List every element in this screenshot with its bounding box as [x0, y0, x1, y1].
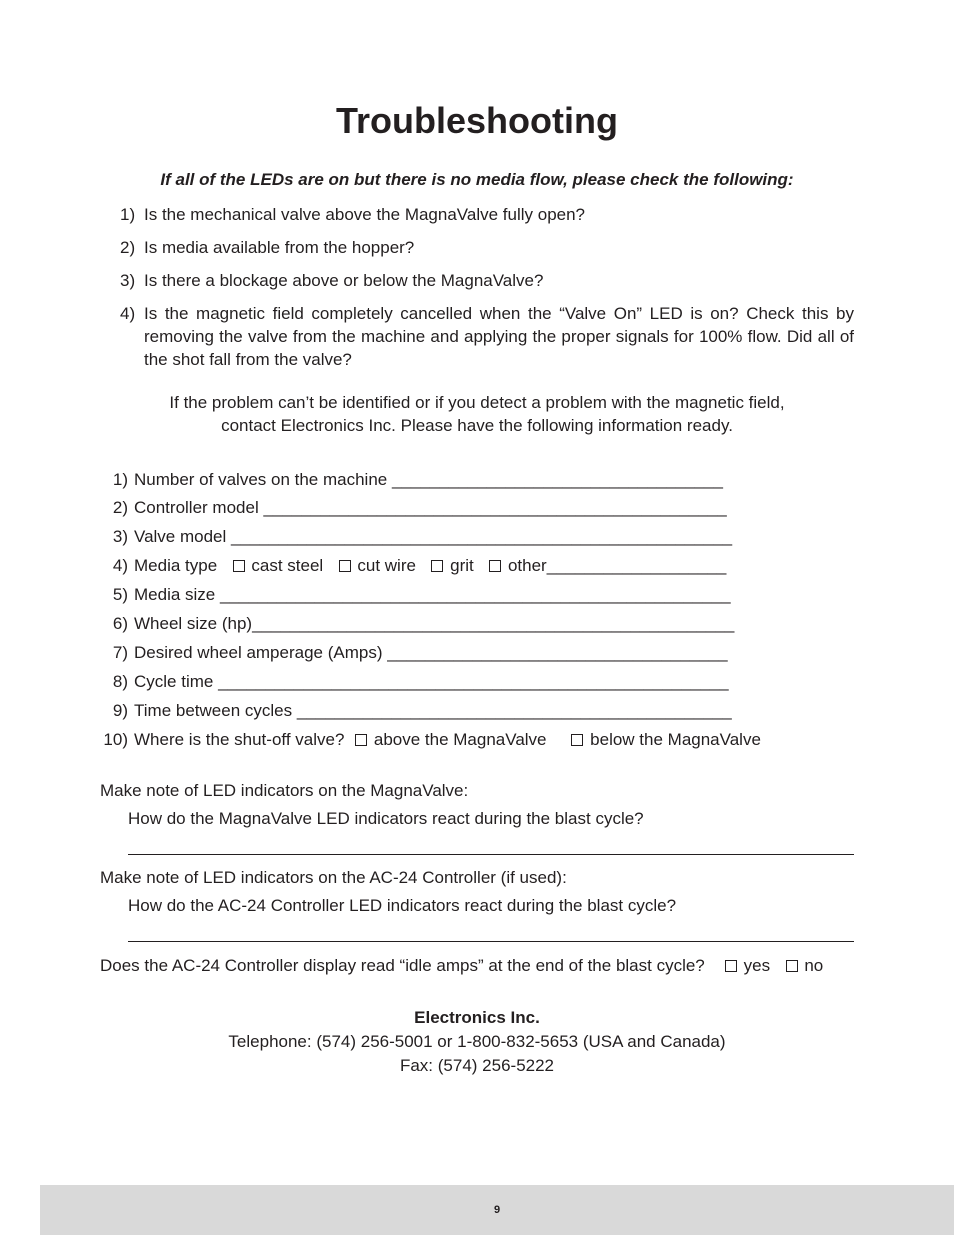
ac-note-title: Make note of LED indicators on the AC-24…: [100, 865, 854, 891]
info-item: 8) Cycle time __________________________…: [100, 668, 854, 697]
info-label: Valve model: [134, 527, 226, 546]
info-text: Where is the shut-off valve? above the M…: [134, 726, 854, 755]
blank-line[interactable]: ____________________________________: [387, 643, 727, 662]
info-num: 1): [100, 466, 134, 495]
no-label: no: [804, 956, 823, 975]
check-text: Is there a blockage above or below the M…: [144, 270, 854, 293]
intro-text: If all of the LEDs are on but there is n…: [100, 170, 854, 190]
check-item: 3) Is there a blockage above or below th…: [120, 270, 854, 293]
opt-label: above the MagnaValve: [374, 730, 547, 749]
checkbox-other[interactable]: [489, 560, 501, 572]
info-label: Cycle time: [134, 672, 213, 691]
info-text: Time between cycles ____________________…: [134, 697, 854, 726]
check-text: Is the magnetic field completely cancell…: [144, 303, 854, 372]
info-label: Number of valves on the machine: [134, 470, 387, 489]
check-list: 1) Is the mechanical valve above the Mag…: [100, 204, 854, 372]
blank-line[interactable]: ________________________________________…: [263, 498, 726, 517]
check-text: Is the mechanical valve above the MagnaV…: [144, 204, 854, 227]
opt-label: other: [508, 556, 547, 575]
idle-amps-text: Does the AC-24 Controller display read “…: [100, 956, 705, 975]
info-num: 6): [100, 610, 134, 639]
info-num: 5): [100, 581, 134, 610]
blank-line[interactable]: ________________________________________…: [252, 614, 734, 633]
info-label: Where is the shut-off valve?: [134, 730, 344, 749]
check-num: 1): [120, 204, 144, 227]
info-text: Number of valves on the machine ________…: [134, 466, 854, 495]
checkbox-cut-wire[interactable]: [339, 560, 351, 572]
info-label: Controller model: [134, 498, 259, 517]
info-label: Wheel size (hp): [134, 614, 252, 633]
opt-label: grit: [450, 556, 474, 575]
page-number: 9: [494, 1204, 500, 1216]
info-num: 3): [100, 523, 134, 552]
info-item: 7) Desired wheel amperage (Amps) _______…: [100, 639, 854, 668]
info-label: Media size: [134, 585, 215, 604]
info-item: 4) Media type cast steel cut wire grit o…: [100, 552, 854, 581]
info-item: 2) Controller model ____________________…: [100, 494, 854, 523]
page-footer: 9: [40, 1185, 954, 1235]
info-text: Controller model _______________________…: [134, 494, 854, 523]
info-num: 4): [100, 552, 134, 581]
check-num: 4): [120, 303, 144, 372]
opt-label: cut wire: [357, 556, 416, 575]
info-item: 10) Where is the shut-off valve? above t…: [100, 726, 854, 755]
check-num: 2): [120, 237, 144, 260]
company-phone: Telephone: (574) 256-5001 or 1-800-832-5…: [100, 1030, 854, 1054]
blank-line[interactable]: ___________________: [547, 556, 727, 575]
checkbox-grit[interactable]: [431, 560, 443, 572]
check-num: 3): [120, 270, 144, 293]
info-num: 8): [100, 668, 134, 697]
info-item: 1) Number of valves on the machine _____…: [100, 466, 854, 495]
check-item: 2) Is media available from the hopper?: [120, 237, 854, 260]
ac-note-question: How do the AC-24 Controller LED indicato…: [100, 893, 854, 919]
checkbox-below[interactable]: [571, 734, 583, 746]
info-item: 5) Media size __________________________…: [100, 581, 854, 610]
checkbox-yes[interactable]: [725, 960, 737, 972]
blank-line[interactable]: ________________________________________…: [231, 527, 732, 546]
info-item: 9) Time between cycles _________________…: [100, 697, 854, 726]
info-item: 3) Valve model _________________________…: [100, 523, 854, 552]
check-item: 1) Is the mechanical valve above the Mag…: [120, 204, 854, 227]
info-num: 9): [100, 697, 134, 726]
mv-note-question: How do the MagnaValve LED indicators rea…: [100, 806, 854, 832]
contact-note: If the problem can’t be identified or if…: [140, 392, 814, 438]
info-text: Media size _____________________________…: [134, 581, 854, 610]
info-label: Time between cycles: [134, 701, 292, 720]
check-text: Is media available from the hopper?: [144, 237, 854, 260]
checkbox-no[interactable]: [786, 960, 798, 972]
info-item: 6) Wheel size (hp)______________________…: [100, 610, 854, 639]
blank-line[interactable]: [128, 924, 854, 942]
idle-amps-question: Does the AC-24 Controller display read “…: [100, 956, 854, 976]
blank-line[interactable]: ___________________________________: [392, 470, 723, 489]
check-item: 4) Is the magnetic field completely canc…: [120, 303, 854, 372]
page: Troubleshooting If all of the LEDs are o…: [0, 0, 954, 1235]
blank-line[interactable]: ________________________________________…: [218, 672, 729, 691]
company-name: Electronics Inc.: [100, 1006, 854, 1030]
info-num: 2): [100, 494, 134, 523]
info-text: Desired wheel amperage (Amps) __________…: [134, 639, 854, 668]
notes-section: Make note of LED indicators on the Magna…: [100, 778, 854, 942]
info-label: Desired wheel amperage (Amps): [134, 643, 383, 662]
info-list: 1) Number of valves on the machine _____…: [100, 466, 854, 755]
info-text: Wheel size (hp)_________________________…: [134, 610, 854, 639]
blank-line[interactable]: ________________________________________…: [220, 585, 731, 604]
info-text: Cycle time _____________________________…: [134, 668, 854, 697]
info-num: 10): [100, 726, 134, 755]
opt-label: cast steel: [251, 556, 323, 575]
page-title: Troubleshooting: [100, 100, 854, 142]
mv-note-title: Make note of LED indicators on the Magna…: [100, 778, 854, 804]
info-num: 7): [100, 639, 134, 668]
info-text: Valve model ____________________________…: [134, 523, 854, 552]
company-contact: Electronics Inc. Telephone: (574) 256-50…: [100, 1006, 854, 1077]
checkbox-cast-steel[interactable]: [233, 560, 245, 572]
opt-label: below the MagnaValve: [590, 730, 761, 749]
yes-label: yes: [744, 956, 770, 975]
blank-line[interactable]: ________________________________________…: [297, 701, 732, 720]
company-fax: Fax: (574) 256-5222: [100, 1054, 854, 1078]
info-label: Media type: [134, 556, 217, 575]
blank-line[interactable]: [128, 837, 854, 855]
info-text: Media type cast steel cut wire grit othe…: [134, 552, 854, 581]
checkbox-above[interactable]: [355, 734, 367, 746]
